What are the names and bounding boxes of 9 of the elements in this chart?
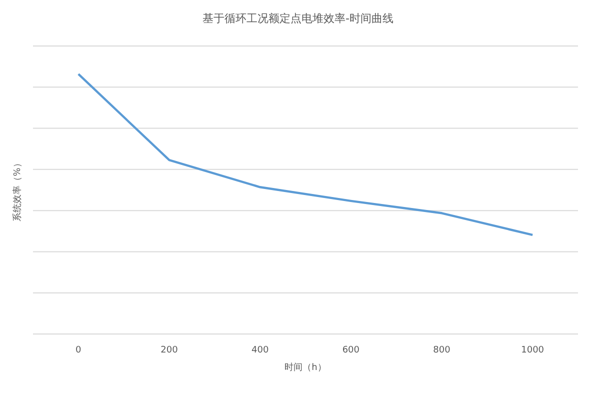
x-tick-label: 1000	[521, 345, 544, 356]
chart-title: 基于循环工况额定点电堆效率-时间曲线	[202, 12, 394, 25]
x-tick-label: 600	[342, 345, 360, 356]
x-tick-label: 0	[76, 345, 82, 356]
x-tick-label: 200	[160, 345, 178, 356]
x-tick-label: 400	[251, 345, 269, 356]
x-tick-label: 800	[433, 345, 451, 356]
y-axis-title: 系统效率（%）	[12, 158, 23, 222]
x-axis-title: 时间（h）	[284, 362, 326, 373]
